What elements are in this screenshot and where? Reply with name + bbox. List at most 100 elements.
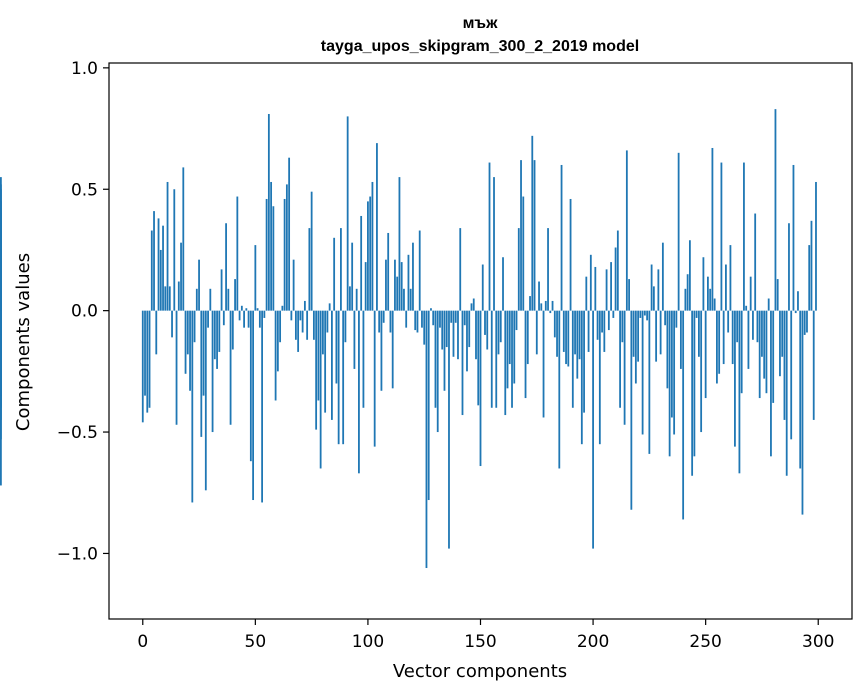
bars-group (0, 109, 817, 569)
bar-297 (810, 220, 813, 311)
bar-170 (524, 310, 527, 399)
bar-287 (788, 223, 790, 311)
bar-195 (580, 310, 583, 445)
bar-118 (407, 254, 410, 311)
bar-282 (776, 279, 779, 311)
bar-216 (628, 279, 630, 311)
bar-222 (641, 310, 644, 435)
bar-181 (549, 310, 552, 314)
bar-145 (468, 310, 471, 348)
bar-294 (803, 310, 806, 335)
bar-81 (324, 310, 327, 413)
bar-174 (533, 160, 536, 311)
bar-169 (522, 196, 525, 311)
bar-242 (686, 274, 689, 311)
bar-217 (630, 310, 633, 510)
bar-91 (346, 116, 349, 311)
bar-17 (180, 242, 182, 311)
bar-28 (204, 310, 207, 491)
bar-197 (585, 276, 588, 311)
bar-12 (168, 286, 171, 311)
bar-15 (175, 310, 178, 425)
bar-142 (461, 310, 464, 416)
bar-41 (234, 279, 236, 311)
bar-201 (594, 266, 597, 311)
bar-251 (707, 276, 709, 311)
bar-56 (267, 113, 270, 311)
bar-144 (466, 310, 468, 372)
bar-139 (454, 310, 457, 323)
bar-87 (337, 310, 340, 445)
bar-31 (211, 310, 214, 433)
bar-77 (315, 310, 318, 430)
bar-88 (340, 228, 342, 311)
bar-44 (240, 305, 243, 311)
bar-1 (144, 310, 146, 396)
bar-3 (148, 310, 151, 408)
bar-130 (434, 310, 437, 408)
bar-262 (731, 310, 734, 365)
bar-214 (623, 310, 626, 425)
bar-172 (529, 296, 531, 311)
bar-190 (569, 198, 572, 311)
bar-283 (779, 310, 781, 377)
bar-265 (738, 310, 741, 474)
bar-39 (229, 310, 232, 425)
bar-231 (661, 242, 664, 311)
bar-62 (281, 305, 284, 311)
bar-213 (621, 310, 624, 343)
bar-32 (213, 310, 216, 360)
bar-131 (436, 310, 439, 433)
bar-212 (619, 310, 621, 408)
y-tick-label: 0.0 (71, 302, 98, 322)
bar-187 (562, 310, 565, 352)
bar-92 (349, 286, 351, 311)
bar-271 (752, 310, 754, 340)
bar-285 (783, 310, 786, 420)
bar-54 (263, 310, 266, 318)
bar-68 (294, 310, 297, 340)
bar-288 (790, 310, 793, 440)
y-tick-label: 0.5 (71, 180, 98, 200)
bar-247 (698, 310, 700, 357)
bar-165 (513, 310, 516, 384)
bar-210 (614, 247, 617, 311)
bar-159 (499, 310, 502, 343)
bar-4 (150, 230, 153, 311)
bar-290 (794, 310, 797, 314)
bar-149 (477, 310, 480, 406)
bar-50 (254, 245, 257, 311)
bar-225 (648, 310, 651, 454)
bar-196 (583, 310, 585, 413)
bar-276 (763, 310, 766, 379)
bar-111 (391, 310, 394, 389)
bar-65 (288, 157, 291, 311)
bar-6 (155, 310, 158, 355)
bar-23 (193, 310, 196, 343)
bar-146 (470, 303, 473, 311)
bar-136 (448, 310, 450, 549)
bar-255 (716, 310, 718, 384)
bar-228 (655, 310, 658, 362)
bar-292 (799, 310, 802, 469)
bar-66 (290, 310, 293, 321)
bar-33 (216, 310, 218, 369)
bar-289 (792, 164, 795, 311)
bar-239 (679, 310, 682, 369)
bar-13 (171, 310, 173, 338)
bar-147 (472, 298, 475, 311)
bar-129 (432, 310, 435, 326)
bar-undefined (0, 262, 2, 311)
bar-226 (650, 264, 653, 311)
bar-26 (200, 310, 203, 437)
bar-45 (243, 310, 245, 328)
bar-124 (421, 310, 423, 328)
y-tick-label: −1.0 (57, 544, 98, 564)
bar-75 (310, 191, 313, 311)
bar-42 (236, 196, 239, 311)
bar-122 (416, 310, 419, 333)
bar-266 (740, 310, 743, 394)
bar-157 (495, 310, 498, 408)
bar-205 (603, 310, 606, 352)
bar-8 (159, 249, 162, 311)
